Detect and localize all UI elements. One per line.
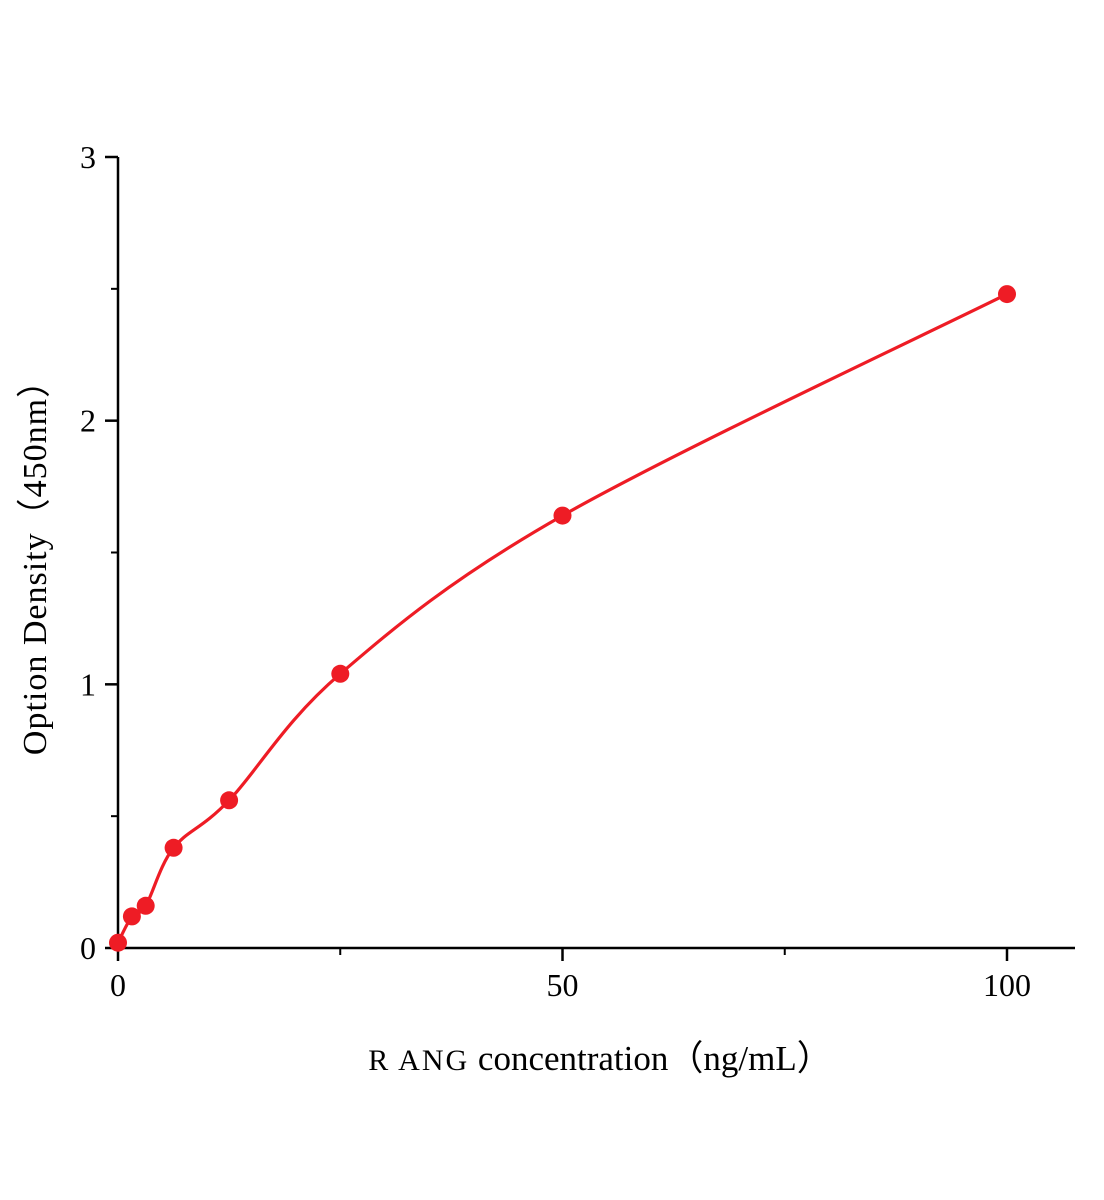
data-point: [220, 791, 239, 810]
data-point: [109, 933, 127, 952]
data-point: [122, 907, 141, 926]
data-point: [553, 506, 572, 525]
data-point: [136, 896, 155, 915]
y-tick-label: 2: [80, 403, 96, 439]
x-tick-label: 100: [983, 967, 1031, 1003]
series-line: [116, 292, 1009, 945]
y-tick-label: 3: [80, 139, 96, 175]
y-axis-title: Option Density（450nm）: [17, 362, 54, 756]
y-tick-label: 1: [80, 666, 96, 702]
data-point: [998, 285, 1016, 304]
x-tick-label: 50: [547, 967, 579, 1003]
y-tick-label: 0: [80, 930, 96, 966]
data-point: [164, 838, 183, 857]
x-tick-label: 0: [110, 967, 126, 1003]
x-axis-title-rest: concentration（ng/mL）: [469, 1039, 832, 1078]
x-axis-title: R ANG concentration（ng/mL）: [120, 1030, 1080, 1081]
x-axis-title-prefix: R ANG: [368, 1044, 470, 1077]
data-point: [331, 664, 350, 683]
